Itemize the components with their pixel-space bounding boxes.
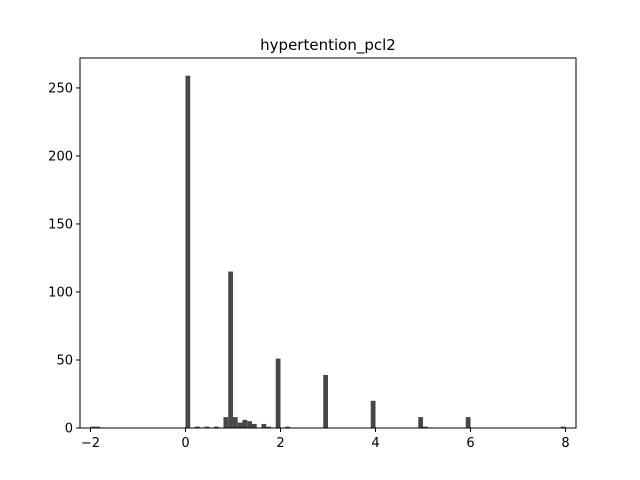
x-tick-label-3: 4 — [371, 436, 379, 451]
bar-2 — [185, 75, 191, 429]
bar-9 — [237, 422, 243, 428]
y-tick-label-1: 50 — [56, 353, 73, 368]
x-tick-label-0: −2 — [81, 436, 100, 451]
bar-3 — [194, 426, 200, 428]
y-tick-label-4: 200 — [48, 149, 73, 164]
y-tick-label-2: 100 — [48, 285, 73, 300]
bar-14 — [266, 426, 271, 428]
bar-6 — [223, 417, 229, 428]
bar-20 — [423, 426, 428, 428]
bar-15 — [275, 358, 281, 429]
bar-5 — [213, 426, 219, 428]
bar-11 — [247, 421, 252, 428]
bar-10 — [242, 419, 248, 428]
y-tick-label-5: 250 — [48, 81, 73, 96]
bar-18 — [370, 400, 376, 428]
bar-1 — [95, 426, 100, 428]
bar-4 — [204, 426, 210, 428]
bar-19 — [418, 417, 424, 428]
bars-group — [90, 75, 566, 429]
bar-8 — [232, 417, 238, 428]
bar-7 — [228, 271, 233, 428]
y-axis: 0 50 100 150 200 250 — [48, 81, 80, 437]
y-tick-label-0: 0 — [65, 422, 73, 437]
bar-12 — [251, 423, 257, 428]
bar-17 — [323, 374, 328, 428]
bar-16 — [285, 426, 290, 428]
chart-title: hypertention_pcl2 — [260, 36, 396, 55]
x-axis: −2 0 2 4 6 8 — [81, 428, 570, 451]
x-tick-label-5: 8 — [561, 436, 569, 451]
bar-22 — [560, 426, 566, 428]
bar-13 — [261, 423, 267, 428]
y-tick-label-3: 150 — [48, 217, 73, 232]
plot-frame — [79, 57, 577, 429]
bar-0 — [90, 426, 96, 428]
x-tick-label-4: 6 — [466, 436, 474, 451]
x-tick-label-1: 0 — [181, 436, 189, 451]
x-tick-label-2: 2 — [276, 436, 284, 451]
bar-21 — [465, 417, 471, 428]
